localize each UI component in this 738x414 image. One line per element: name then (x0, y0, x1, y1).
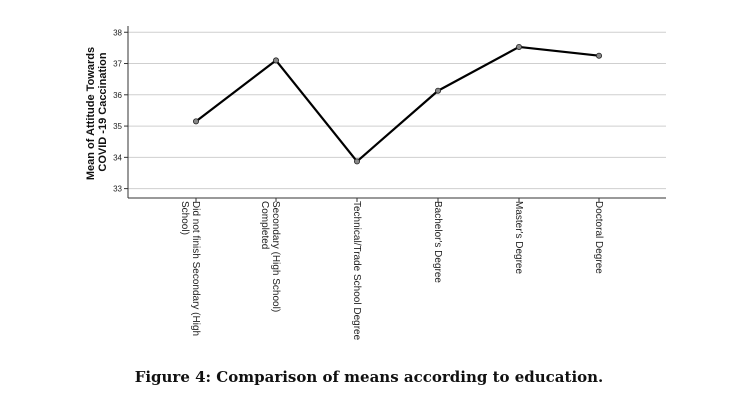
data-point (272, 57, 279, 64)
line-chart: 33 34 35 36 37 38 Did not finish Secondary (H… (85, 26, 666, 341)
x-tick-label: Doctoral Degree (593, 201, 604, 274)
data-point (596, 52, 603, 59)
y-tick-label: 38 (113, 28, 122, 37)
x-tick-label: Bachelor's Degree (432, 201, 443, 283)
x-tick-label-line: Doctoral Degree (593, 201, 604, 274)
data-point (516, 43, 523, 50)
data-markers (192, 43, 603, 165)
x-tick-label: Technical/Trade School Degree (351, 201, 362, 341)
series-polyline (195, 45, 600, 163)
x-tick-label-line: Completed (259, 201, 270, 249)
y-axis-label: Mean of Attitude Towards COVID -19 Cacci… (85, 44, 109, 180)
y-tick-label: 33 (113, 185, 122, 194)
x-tick-labels: Did not finish Secondary (HighSchool) Sec… (179, 198, 604, 341)
data-point (353, 158, 360, 165)
x-tick-label: Secondary (High School)Completed (259, 201, 281, 312)
data-point (434, 87, 441, 94)
figure-caption: Figure 4: Comparison of means according … (134, 368, 604, 386)
x-tick-label-line: Bachelor's Degree (432, 201, 443, 283)
x-tick-label: Did not finish Secondary (HighSchool) (179, 201, 201, 336)
x-tick-label-line: Technical/Trade School Degree (351, 201, 362, 341)
y-tick-label: 34 (113, 153, 122, 162)
y-tick-label: 37 (113, 60, 122, 69)
y-axis-label-line-1: Mean of Attitude Towards (85, 47, 97, 180)
data-point (192, 118, 199, 125)
y-tick-label: 36 (113, 91, 122, 100)
x-tick-label-line: Did not finish Secondary (High (190, 201, 201, 336)
y-tick-labels: 33 34 35 36 37 38 (113, 28, 128, 194)
x-tick-label-line: Secondary (High School) (270, 201, 281, 312)
x-tick-label-line: Master's Degree (513, 201, 524, 274)
y-tick-label: 35 (113, 122, 122, 131)
x-tick-label: Master's Degree (513, 201, 524, 274)
y-axis-label-line-2: COVID -19 Caccination (97, 52, 109, 171)
series-line (195, 45, 600, 163)
x-tick-label-line: School) (179, 201, 190, 235)
